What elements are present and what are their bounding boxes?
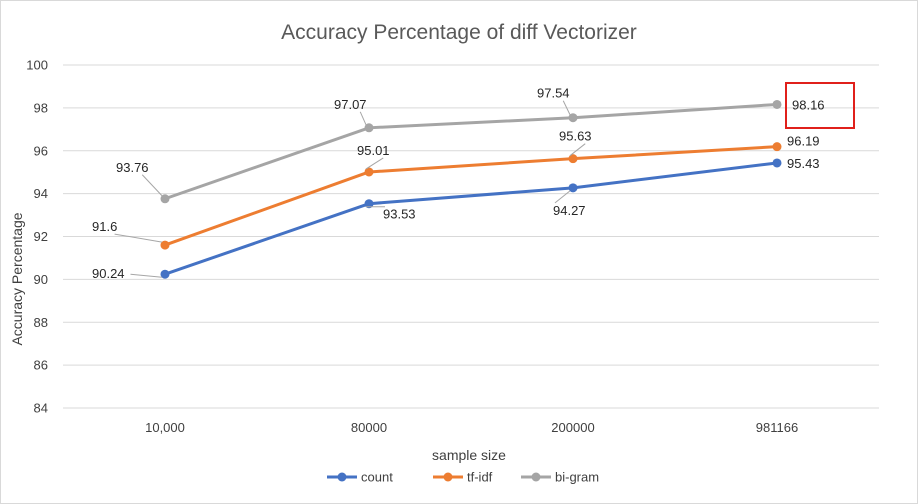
data-point (364, 167, 374, 177)
x-tick-label: 981166 (756, 420, 798, 435)
gridlines (63, 64, 879, 409)
x-tick-label: 80000 (351, 420, 387, 435)
label-leader (114, 233, 163, 243)
data-point (364, 199, 374, 209)
data-labels: 90.24 93.53 94.27 95.43 91.6 95.01 95.63 96.19 9… (92, 86, 825, 281)
label-leader (365, 157, 384, 170)
series-lines (160, 99, 782, 279)
data-point (772, 142, 782, 152)
data-label: 91.6 (92, 219, 117, 234)
data-point (160, 194, 170, 204)
series-line (163, 161, 779, 276)
highlight-box (785, 82, 855, 129)
legend: count tf-idf bi-gram (327, 470, 599, 485)
data-point (568, 113, 578, 123)
data-label: 97.07 (334, 97, 367, 112)
series-count (160, 158, 782, 279)
label-leader (562, 100, 571, 115)
data-label: 95.43 (787, 156, 820, 171)
chart-title: Accuracy Percentage of diff Vectorizer (281, 21, 637, 44)
label-leader (569, 143, 586, 157)
legend-label: bi-gram (555, 470, 599, 485)
data-point (772, 99, 782, 109)
legend-label: tf-idf (467, 470, 493, 485)
y-tick-label: 88 (34, 315, 48, 330)
series-line (163, 102, 779, 201)
legend-item-tf-idf: tf-idf (433, 470, 493, 485)
y-axis-ticks: 84 86 88 90 92 94 96 98 100 (26, 58, 48, 416)
data-label: 96.19 (787, 134, 820, 149)
y-tick-label: 94 (34, 186, 48, 201)
legend-label: count (361, 470, 393, 485)
legend-item-bi-gram: bi-gram (521, 470, 599, 485)
data-point (160, 240, 170, 250)
y-axis-label: Accuracy Percentage (9, 212, 25, 345)
label-leader (141, 174, 163, 197)
x-tick-label: 200000 (551, 420, 594, 435)
legend-marker (531, 472, 541, 482)
data-label: 97.54 (537, 86, 570, 101)
y-tick-label: 92 (34, 229, 48, 244)
y-tick-label: 98 (34, 100, 48, 115)
data-label: 93.53 (383, 207, 416, 222)
data-label: 98.16 (792, 97, 825, 112)
data-label: 93.76 (116, 160, 149, 175)
data-point (568, 183, 578, 193)
y-tick-label: 96 (34, 143, 48, 158)
label-leader (359, 111, 367, 126)
data-point (160, 269, 170, 279)
x-axis-label: sample size (432, 447, 506, 463)
series-line (163, 145, 779, 247)
y-tick-label: 86 (34, 358, 48, 373)
y-tick-label: 84 (34, 401, 48, 416)
data-label: 90.24 (92, 266, 125, 281)
data-point (772, 158, 782, 168)
data-label: 95.01 (357, 143, 390, 158)
series-tf-idf (160, 142, 782, 250)
y-tick-label: 100 (26, 58, 48, 73)
legend-item-count: count (327, 470, 393, 485)
legend-marker (337, 472, 347, 482)
data-label: 95.63 (559, 129, 592, 144)
data-point (364, 123, 374, 133)
legend-marker (443, 472, 453, 482)
series-bi-gram (160, 99, 782, 204)
label-leader (554, 190, 571, 204)
data-point (568, 154, 578, 164)
x-tick-label: 10,000 (145, 420, 185, 435)
y-tick-label: 90 (34, 272, 48, 287)
data-label: 94.27 (553, 203, 586, 218)
x-axis-ticks: 10,000 80000 200000 981166 (145, 420, 798, 435)
label-leader (130, 273, 163, 278)
